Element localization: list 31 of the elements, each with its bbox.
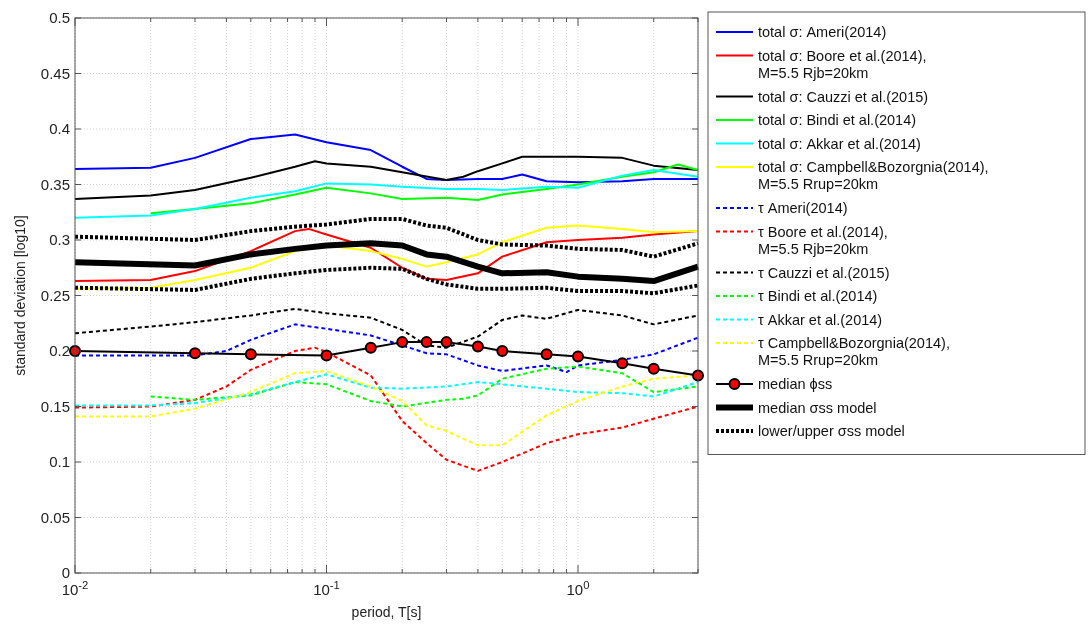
y-tick-label: 0 xyxy=(61,564,70,581)
legend-label: total σ: Cauzzi et al.(2015) xyxy=(758,88,929,105)
legend-label: median ϕss xyxy=(758,376,833,392)
legend-label: lower/upper σss model xyxy=(758,423,905,439)
y-tick-label: 0.4 xyxy=(49,120,70,137)
y-tick-label: 0.3 xyxy=(49,231,70,248)
x-axis-title: period, T[s] xyxy=(351,604,422,620)
y-tick-label: 0.5 xyxy=(49,9,70,26)
y-tick-label: 0.15 xyxy=(40,397,70,415)
y-tick-label: 0.05 xyxy=(40,508,70,526)
x-tick-label: 10$^{-1}$ xyxy=(313,579,340,598)
y-tick-label: 0.25 xyxy=(40,286,70,304)
y-tick-label: 0.35 xyxy=(40,175,70,193)
y-axis-title: standard deviation [log10] xyxy=(12,215,28,376)
legend-label: total σ: Bindi et al.(2014) xyxy=(758,112,917,128)
y-tick-label: 0.1 xyxy=(49,453,70,470)
legend-label: median σss model xyxy=(758,399,877,416)
y-tick-label: 0.45 xyxy=(40,64,70,82)
legend-label: τ Bindi et al.(2014) xyxy=(758,288,878,304)
legend-label: τ Campbell&Bozorgnia(2014), M=5.5 Rrup=20km xyxy=(758,335,950,368)
legend-label: total σ: Campbell&Bozorgnia(2014), M=5.5 Rrup=20km xyxy=(758,159,989,192)
legend-label: τ Ameri(2014) xyxy=(758,200,848,216)
x-tick-label: 10$^{-2}$ xyxy=(61,579,89,598)
legend-label: τ Cauzzi et al.(2015) xyxy=(758,264,890,281)
legend-label: total σ: Boore et al.(2014), M=5.5 Rjb=20km xyxy=(758,47,927,81)
legend-label: total σ: Akkar et al.(2014) xyxy=(758,135,921,152)
legend-label: τ Akkar et al.(2014) xyxy=(758,311,883,328)
legend-label: τ Boore et al.(2014), M=5.5 Rjb=20km xyxy=(758,223,888,257)
y-tick-label: 0.2 xyxy=(49,342,70,359)
x-tick-label: 10$^{0}$ xyxy=(566,579,590,598)
legend-label: total σ: Ameri(2014) xyxy=(758,24,887,40)
